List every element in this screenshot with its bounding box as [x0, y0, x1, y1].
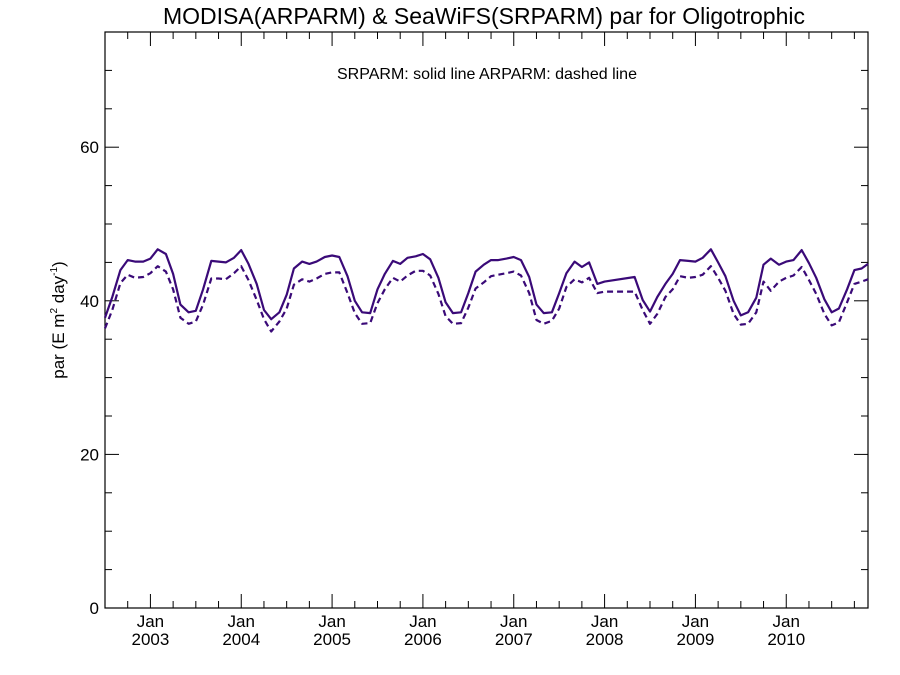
x-tick-label-month: Jan: [773, 612, 800, 631]
y-axis-label-sup1: 2: [49, 308, 60, 314]
legend-annotation: SRPARM: solid line ARPARM: dashed line: [337, 66, 637, 83]
series-line-arparm: [103, 265, 869, 333]
y-tick-label: 20: [80, 445, 99, 464]
plot-frame: [104, 31, 869, 609]
x-tick-label-year: 2007: [495, 630, 533, 649]
series-group: [103, 248, 869, 333]
x-tick-label-month: Jan: [318, 612, 345, 631]
x-tick-label-month: Jan: [591, 612, 618, 631]
x-tick-label-year: 2010: [767, 630, 805, 649]
x-tick-label-year: 2003: [132, 630, 170, 649]
x-tick-label-year: 2008: [586, 630, 624, 649]
x-tick-label-year: 2009: [677, 630, 715, 649]
x-tick-label-month: Jan: [409, 612, 436, 631]
y-axis-label-prefix: par (E m: [49, 314, 68, 379]
x-tick-label-month: Jan: [228, 612, 255, 631]
y-axis-label-suffix: ): [49, 261, 68, 267]
y-tick-label: 40: [80, 292, 99, 311]
x-tick-label-year: 2005: [313, 630, 351, 649]
y-axis: 0 20 40 60: [80, 31, 868, 618]
x-tick-label-month: Jan: [682, 612, 709, 631]
x-tick-label-year: 2006: [404, 630, 442, 649]
x-axis: Jan2003Jan2004Jan2005Jan2006Jan2007Jan20…: [104, 32, 855, 649]
x-tick-label-year: 2004: [222, 630, 260, 649]
plot-border: [104, 31, 869, 609]
y-tick-label: 60: [80, 138, 99, 157]
y-axis-label-sup2: -1: [49, 267, 60, 276]
chart-title: MODISA(ARPARM) & SeaWiFS(SRPARM) par for…: [163, 3, 805, 29]
y-axis-label-middle: day: [49, 275, 68, 308]
series-line-srparm: [103, 248, 869, 321]
y-axis-label: par (E m2 day-1): [49, 261, 68, 378]
y-tick-label: 0: [90, 599, 99, 618]
x-tick-label-month: Jan: [137, 612, 164, 631]
x-tick-label-month: Jan: [500, 612, 527, 631]
